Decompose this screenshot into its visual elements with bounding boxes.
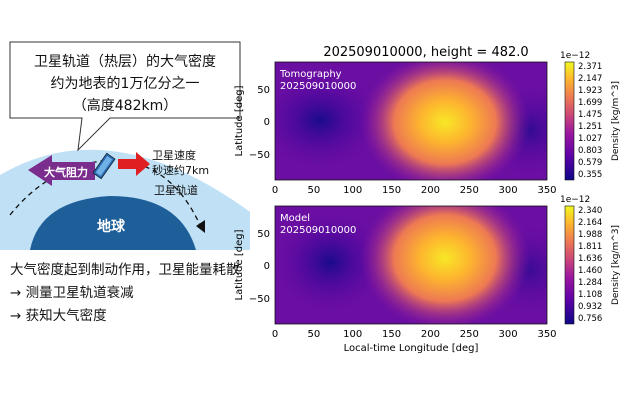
xtick-top-50: 50 (308, 185, 321, 196)
velocity-arrow (118, 152, 150, 176)
drag-label: 大气阻力 (44, 166, 88, 179)
cbtick-bot-6: 1.284 (578, 278, 602, 288)
cbtick-top-2: 1.923 (578, 86, 602, 96)
xtick-bot-50: 50 (308, 329, 321, 340)
earth (30, 196, 196, 250)
xtick-top-200: 200 (421, 185, 440, 196)
cbar-ticks-bottom: 2.340 2.164 1.988 1.811 1.636 1.460 1.28… (578, 206, 602, 324)
velocity-line2: 秒速约7km (152, 164, 210, 177)
cbar-exp-top: 1e−12 (560, 51, 590, 61)
ylabel-top: Latitude [deg] (234, 85, 245, 156)
panel-model: Model 202509010000 50 0 −50 Latitude [de… (234, 195, 621, 354)
caption-line2: → 测量卫星轨道衰减 (10, 285, 134, 301)
xtick-bot-100: 100 (343, 329, 362, 340)
cbtick-top-8: 0.579 (578, 158, 602, 168)
cbtick-top-3: 1.699 (578, 98, 602, 108)
cbtick-top-1: 2.147 (578, 74, 602, 84)
satellite-icon (92, 152, 116, 180)
xtick-top-350: 350 (537, 185, 556, 196)
ytick-bot-0: 0 (264, 261, 270, 272)
callout-line1: 卫星轨道（热层）的大气密度 (34, 54, 216, 70)
cbtick-top-9: 0.355 (578, 170, 602, 180)
xtick-top-150: 150 (382, 185, 401, 196)
xtick-top-0: 0 (272, 185, 278, 196)
cbar-exp-bottom: 1e−12 (560, 195, 590, 205)
figure-title: 202509010000, height = 482.0 (323, 45, 528, 60)
cbtick-bot-9: 0.756 (578, 314, 602, 324)
callout-line3: （高度482km） (72, 98, 178, 114)
ytick-bot-50: 50 (257, 229, 270, 240)
ylabel-bottom: Latitude [deg] (234, 229, 245, 300)
xtick-bot-300: 300 (499, 329, 518, 340)
orbit-schematic: 卫星轨道（热层）的大气密度 约为地表的1万亿分之一 （高度482km） 大气阻力… (0, 0, 255, 400)
cbtick-bot-0: 2.340 (578, 206, 602, 216)
caption-line1: 大气密度起到制动作用，卫星能量耗散 (10, 262, 240, 278)
ytick-bot-m50: −50 (249, 294, 270, 305)
cbar-label-top: Density [kg/m^3] (611, 81, 621, 161)
ytick-top-50: 50 (257, 85, 270, 96)
callout-bubble (9, 41, 241, 152)
cbtick-bot-2: 1.988 (578, 230, 602, 240)
cbtick-top-0: 2.371 (578, 62, 602, 72)
earth-label: 地球 (97, 219, 125, 235)
xtick-bot-350: 350 (537, 329, 556, 340)
cbtick-top-6: 1.027 (578, 134, 602, 144)
orbit-arrowhead (196, 220, 205, 233)
density-figure: 202509010000, height = 482.0 Tomography … (234, 45, 621, 354)
drag-arrow (28, 155, 95, 186)
xtick-bot-0: 0 (272, 329, 278, 340)
colorbar-top (564, 61, 575, 181)
xtick-bot-200: 200 (421, 329, 440, 340)
schematic-graphics (0, 41, 250, 250)
ytick-top-m50: −50 (249, 150, 270, 161)
xtick-bot-250: 250 (460, 329, 479, 340)
model-date: 202509010000 (280, 225, 356, 236)
xtick-bot-150: 150 (382, 329, 401, 340)
velocity-line1: 卫星速度 (152, 149, 196, 162)
cbtick-bot-3: 1.811 (578, 242, 602, 252)
ytick-top-0: 0 (264, 117, 270, 128)
cbtick-top-4: 1.475 (578, 110, 602, 120)
xtick-top-100: 100 (343, 185, 362, 196)
panel-tomography: Tomography 202509010000 50 0 −50 Latitud… (234, 51, 621, 196)
xlabel: Local-time Longitude [deg] (344, 343, 479, 354)
xtick-top-250: 250 (460, 185, 479, 196)
cbtick-bot-5: 1.460 (578, 266, 602, 276)
model-label: Model (280, 213, 310, 224)
cbar-label-bottom: Density [kg/m^3] (611, 225, 621, 305)
cbar-ticks-top: 2.371 2.147 1.923 1.699 1.475 1.251 1.02… (578, 62, 602, 180)
cbtick-top-7: 0.803 (578, 146, 602, 156)
cbtick-bot-4: 1.636 (578, 254, 602, 264)
tomo-date: 202509010000 (280, 81, 356, 92)
cbtick-bot-8: 0.932 (578, 302, 602, 312)
xtick-top-300: 300 (499, 185, 518, 196)
colorbar-bottom (564, 205, 575, 325)
cbtick-bot-1: 2.164 (578, 218, 602, 228)
cbtick-bot-7: 1.108 (578, 290, 602, 300)
cbtick-top-5: 1.251 (578, 122, 602, 132)
tomo-label: Tomography (279, 69, 342, 80)
callout-line2: 约为地表的1万亿分之一 (50, 76, 200, 92)
orbit-label: 卫星轨道 (154, 184, 198, 197)
caption-line3: → 获知大气密度 (10, 308, 107, 324)
